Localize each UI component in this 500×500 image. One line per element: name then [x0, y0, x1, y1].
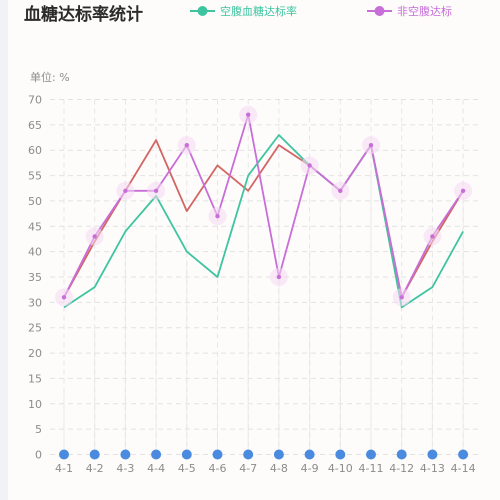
legend-marker — [374, 6, 385, 16]
x-tick-label: 4-9 — [301, 462, 319, 475]
y-tick-label: 60 — [28, 144, 42, 157]
baseline-dot — [396, 449, 407, 460]
y-tick-label: 10 — [28, 398, 42, 411]
y-tick-label: 35 — [28, 271, 42, 284]
y-tick-label: 55 — [28, 170, 42, 183]
series-point — [460, 188, 466, 193]
series-point — [276, 274, 282, 280]
legend-item-0: 空腹血糖达标率 — [190, 4, 297, 18]
series-point — [184, 142, 189, 148]
baseline-dot — [151, 449, 162, 460]
baseline-dot — [366, 449, 376, 460]
legend-marker — [197, 6, 208, 16]
baseline-dot — [120, 449, 131, 460]
series-line-1 — [63, 139, 464, 299]
y-tick-label: 40 — [28, 246, 42, 259]
left-edge-strip — [0, 0, 8, 500]
y-tick-label: 25 — [28, 322, 42, 335]
series-line-2 — [63, 113, 464, 299]
y-tick-label: 50 — [28, 195, 42, 208]
y-tick-label: 15 — [28, 372, 42, 385]
y-tick-label: 70 — [28, 94, 42, 107]
series-point — [430, 234, 435, 239]
y-tick-label: 65 — [28, 119, 42, 132]
baseline-dot — [458, 449, 469, 460]
series-point — [92, 234, 97, 239]
x-tick-label: 4-5 — [178, 462, 196, 475]
series-point — [399, 295, 404, 300]
series-line-0 — [63, 134, 464, 309]
x-tick-label: 4-1 — [55, 462, 73, 475]
x-tick-label: 4-11 — [359, 462, 384, 475]
x-tick-label: 4-13 — [420, 462, 445, 475]
x-tick-label: 4-2 — [86, 462, 104, 475]
baseline-dot — [273, 449, 284, 460]
y-tick-label: 30 — [28, 296, 42, 309]
y-tick-label: 0 — [35, 449, 42, 462]
x-tick-label: 4-3 — [116, 462, 134, 475]
series-point — [123, 188, 128, 193]
x-tick-label: 4-10 — [328, 462, 353, 475]
x-tick-label: 4-6 — [209, 462, 227, 475]
baseline-dot — [427, 449, 438, 460]
y-tick-label: 5 — [35, 423, 42, 436]
series-point — [153, 188, 159, 193]
x-tick-label: 4-8 — [270, 462, 288, 475]
x-tick-label: 4-14 — [451, 462, 476, 475]
chart-title: 血糖达标率统计 — [24, 4, 143, 25]
baseline-dot — [181, 449, 192, 460]
baseline-dot — [335, 449, 346, 460]
baseline-dot — [59, 449, 69, 460]
legend-item-2: 非空腹达标 — [367, 4, 452, 18]
legend-label: 空腹血糖达标率 — [220, 4, 297, 18]
baseline-dot — [212, 449, 223, 460]
baseline-dot — [243, 449, 254, 460]
x-tick-label: 4-4 — [147, 462, 165, 475]
baseline-dot — [89, 449, 100, 460]
series-point — [307, 163, 312, 168]
series-point — [215, 213, 220, 219]
series-point — [368, 142, 374, 148]
baseline-dot — [304, 449, 315, 460]
series-point — [338, 188, 343, 193]
legend-label: 非空腹达标 — [397, 4, 452, 18]
x-tick-label: 4-7 — [239, 462, 257, 475]
y-tick-label: 20 — [28, 347, 42, 360]
unit-label: 单位: % — [30, 70, 70, 84]
series-point — [61, 295, 67, 300]
x-tick-label: 4-12 — [389, 462, 414, 475]
series-point — [246, 112, 251, 117]
y-tick-label: 45 — [28, 220, 42, 233]
